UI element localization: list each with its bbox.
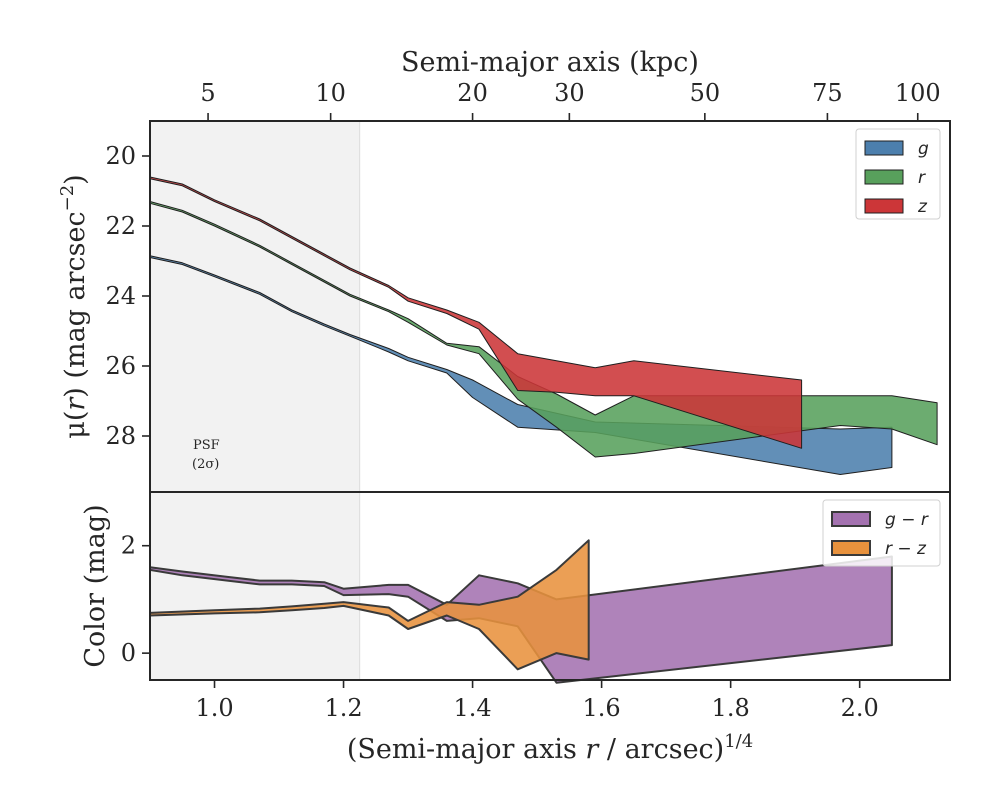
psf-label-line2: (2σ) (192, 457, 219, 472)
y-tick-label-top-26: 26 (105, 352, 136, 380)
y-tick-label-top-24: 24 (105, 282, 136, 310)
band-r (149, 201, 938, 458)
legend-label-0: g − r (885, 510, 929, 530)
top-tick-label-75: 75 (812, 79, 843, 107)
legend-label-1: r (918, 168, 926, 188)
legend-swatch-0 (831, 511, 871, 527)
top-tick-label-10: 10 (315, 79, 346, 107)
x-tick-label-2.0: 2.0 (841, 694, 879, 722)
surface-brightness-panel: PSF (2σ) 20 22 24 26 28 5 10 20 30 50 75 100 grz (105, 79, 951, 493)
legend-swatch-0 (864, 140, 904, 156)
y-tick-label-top-22: 22 (105, 212, 136, 240)
psf-shaded-region-top (150, 121, 360, 492)
top-tick-label-100: 100 (895, 79, 941, 107)
top-tick-label-20: 20 (457, 79, 488, 107)
x-tick-label-1.6: 1.6 (583, 694, 621, 722)
x-axis-title: (Semi-major axis r / arcsec)1/4 (347, 731, 753, 765)
band-rz (149, 539, 590, 671)
y-axis-title-color: Color (mag) (80, 504, 111, 667)
legend-swatch-1 (831, 540, 871, 556)
legend-label-2: z (917, 197, 928, 217)
legend-swatch-2 (864, 198, 904, 214)
x-tick-label-1.2: 1.2 (324, 694, 362, 722)
top-axis-title: Semi-major axis (kpc) (401, 47, 699, 78)
y-tick-label-top-20: 20 (105, 142, 136, 170)
x-tick-label-1.8: 1.8 (712, 694, 750, 722)
x-tick-label-1.4: 1.4 (453, 694, 491, 722)
color-panel: 0 2 1.0 1.2 1.4 1.6 1.8 2.0 g − r r − z (121, 491, 951, 722)
bottom-panel-frame (149, 491, 951, 681)
band-g (149, 255, 893, 475)
y-axis-title-surface-brightness: μ(r) (mag arcsec−2) (57, 174, 91, 438)
top-tick-label-5: 5 (200, 79, 215, 107)
y-tick-label-bottom-2: 2 (121, 532, 136, 560)
y-tick-label-bottom-0: 0 (121, 639, 136, 667)
psf-label-line1: PSF (193, 438, 220, 453)
legend-swatch-1 (864, 169, 904, 185)
legend-label-1: r − z (885, 539, 927, 559)
top-tick-label-50: 50 (690, 79, 721, 107)
legend-label-0: g (918, 139, 929, 159)
y-tick-label-top-28: 28 (105, 422, 136, 450)
top-tick-label-30: 30 (554, 79, 585, 107)
band-z (149, 176, 803, 449)
x-tick-label-1.0: 1.0 (195, 694, 233, 722)
